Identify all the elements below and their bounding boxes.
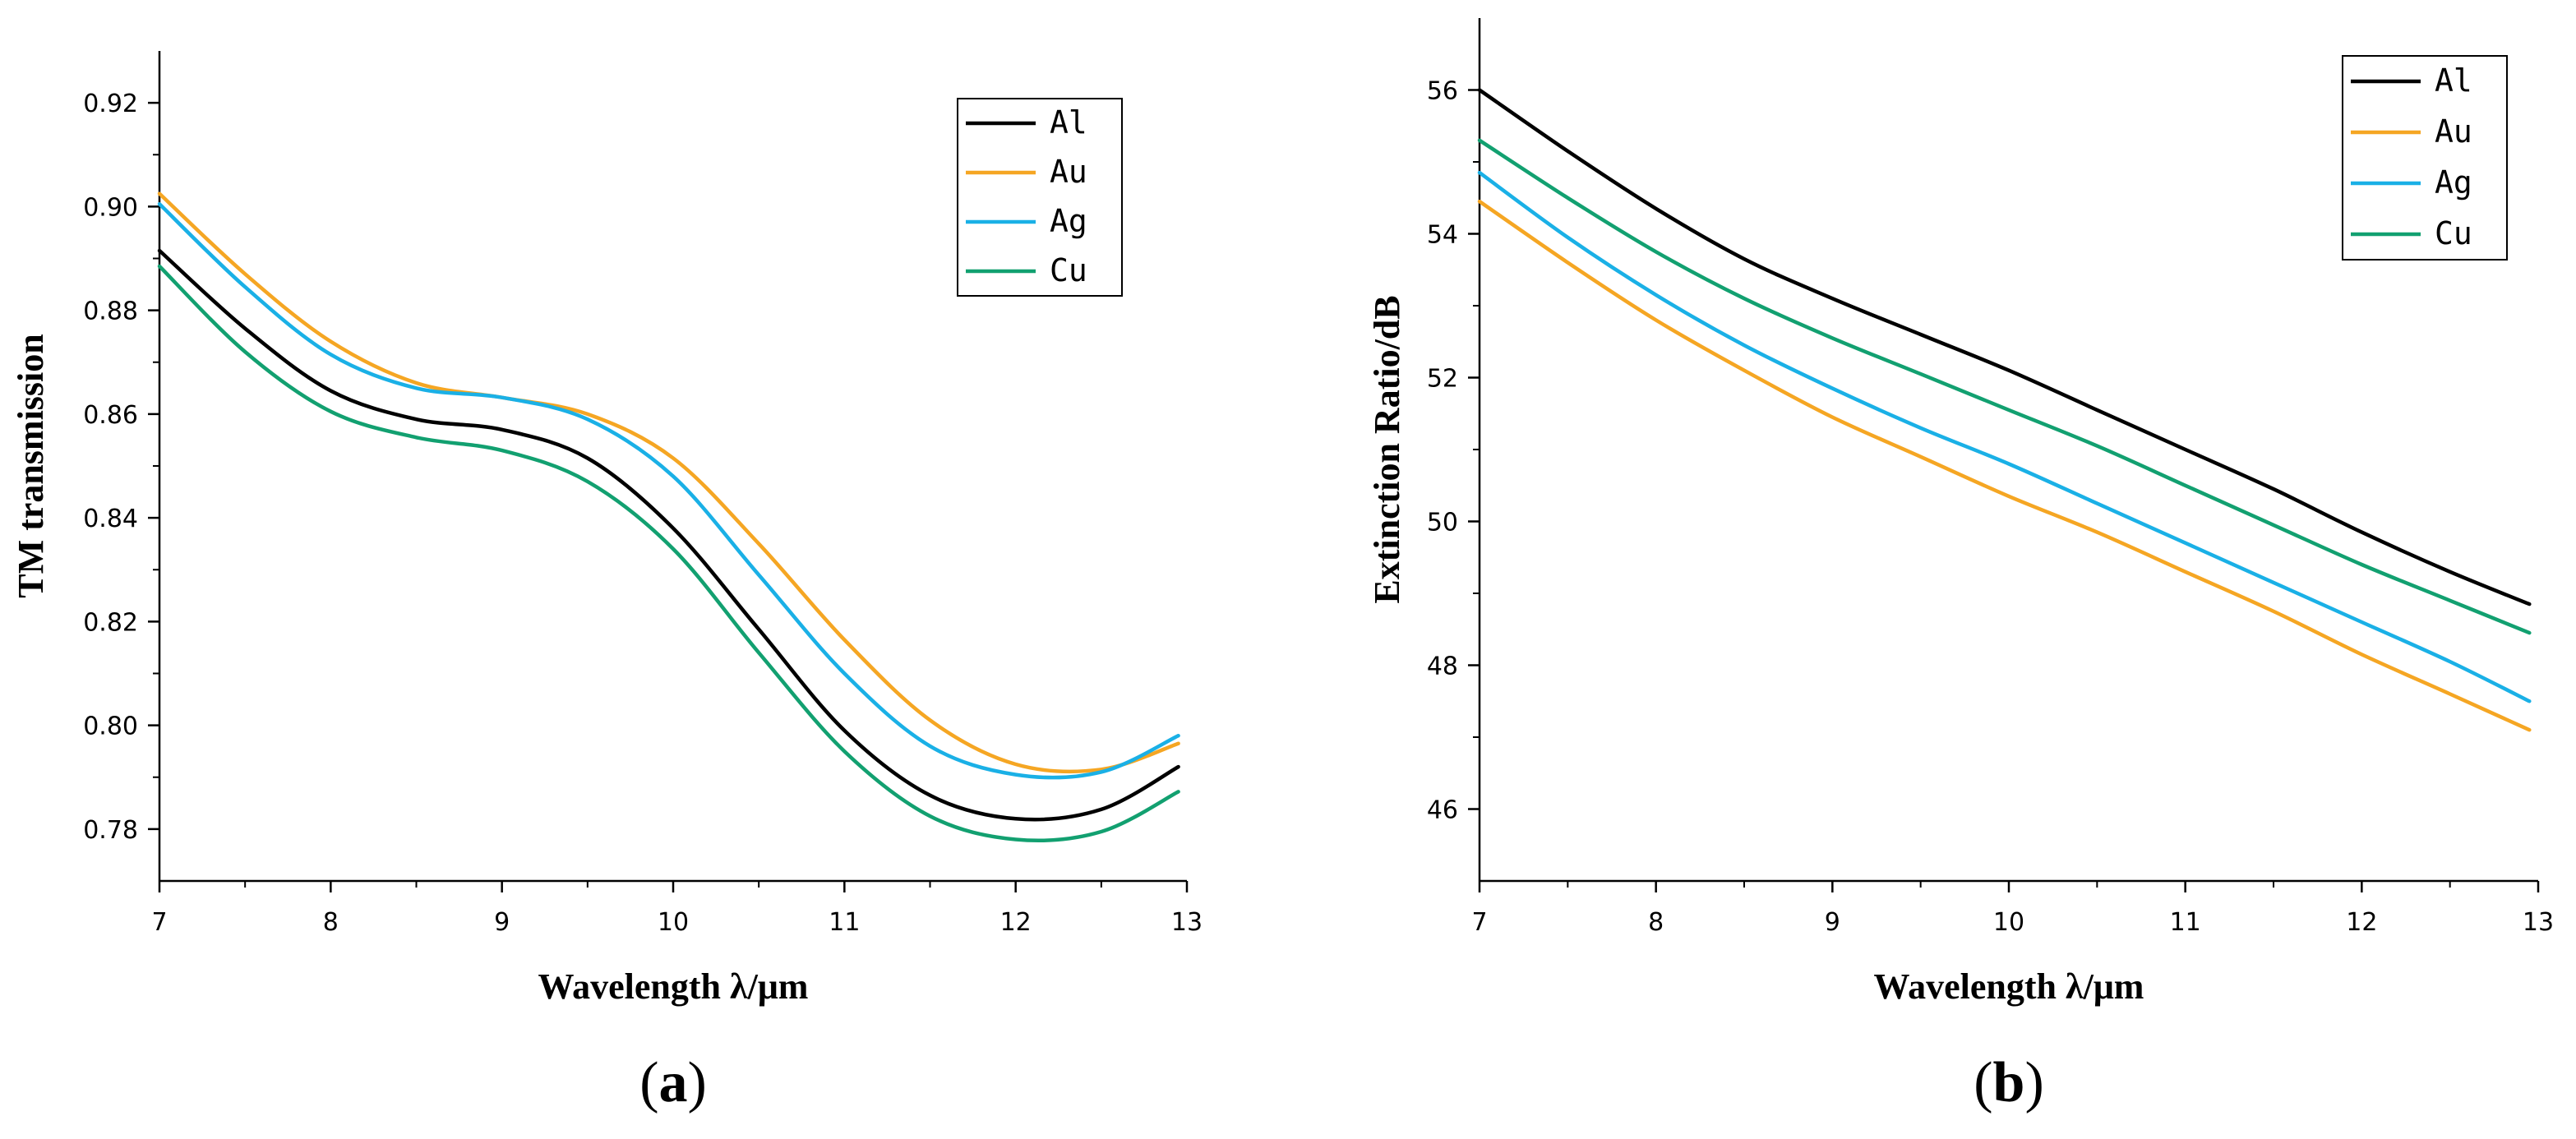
x-tick-label: 11: [2170, 908, 2201, 937]
x-tick-label: 11: [829, 908, 860, 937]
panel-label-close: ): [688, 1051, 707, 1114]
y-tick-label: 46: [1427, 796, 1458, 825]
x-tick-label: 13: [2523, 908, 2554, 937]
x-tick-label: 12: [1000, 908, 1032, 937]
panel-label-open: (: [1974, 1051, 1992, 1114]
series-line-cu: [1477, 138, 2532, 635]
y-axis-title: TM transmission: [11, 334, 51, 597]
legend-label: Ag: [1050, 203, 1087, 239]
x-tick-label: 12: [2346, 908, 2377, 937]
panel-label-letter: b: [1993, 1051, 2025, 1114]
x-tick-label: 9: [494, 908, 510, 937]
series-line-al: [1477, 88, 2532, 606]
x-axis-title: Wavelength λ/μm: [1874, 966, 2144, 1007]
y-tick-label: 48: [1427, 653, 1458, 681]
series-line-cu: [157, 264, 1180, 842]
x-tick-label: 7: [1471, 908, 1487, 937]
x-tick-label: 9: [1825, 908, 1840, 937]
panel-label-open: (: [639, 1051, 658, 1114]
y-tick-label: 0.88: [83, 297, 138, 326]
y-tick-label: 50: [1427, 509, 1458, 537]
y-tick-label: 0.78: [83, 816, 138, 845]
x-tick-label: 10: [658, 908, 689, 937]
legend-label: Ag: [2435, 164, 2472, 201]
legend-label: Al: [2435, 62, 2472, 99]
panel-label-letter: a: [659, 1051, 688, 1114]
y-tick-label: 0.84: [83, 505, 138, 533]
y-tick-label: 0.86: [83, 401, 138, 430]
x-tick-label: 10: [1993, 908, 2024, 937]
series-line-ag: [1477, 170, 2532, 703]
x-tick-label: 13: [1171, 908, 1203, 937]
legend-box: [957, 98, 1123, 297]
legend-label: Cu: [2435, 215, 2472, 251]
series-line-al: [157, 248, 1180, 822]
x-axis-title: Wavelength λ/μm: [538, 966, 809, 1007]
y-tick-label: 0.80: [83, 712, 138, 741]
panel-a: 7 8 9 10 11 12 13 0.78 0.80 0.82 0.84 0.86 0.88 0.90 0…: [11, 51, 1203, 1114]
series-line-au: [1477, 199, 2532, 732]
series-line-ag: [157, 201, 1180, 780]
y-tick-label: 52: [1427, 365, 1458, 394]
panel-label: (a): [639, 1051, 707, 1114]
legend-label: Au: [1050, 154, 1087, 190]
y-tick-label: 0.90: [83, 193, 138, 222]
y-tick-label: 0.92: [83, 90, 138, 118]
x-tick-label: 8: [323, 908, 339, 937]
y-axis-title: Extinction Ratio/dB: [1367, 295, 1407, 603]
panel-label-close: ): [2024, 1051, 2043, 1114]
legend-label: Au: [2435, 113, 2472, 150]
legend-label: Al: [1050, 104, 1087, 141]
panel-label: (b): [1974, 1051, 2044, 1114]
panel-b: 7 8 9 10 11 12 13 46 48 50 52 54 56 Wavelength λ/μm Ex…: [1367, 18, 2554, 1114]
x-tick-label: 7: [151, 908, 167, 937]
y-tick-label: 54: [1427, 221, 1458, 250]
x-tick-label: 8: [1648, 908, 1664, 937]
y-tick-label: 56: [1427, 77, 1458, 106]
series-line-au: [157, 191, 1180, 774]
y-tick-label: 0.82: [83, 608, 138, 637]
legend-box: [2342, 55, 2508, 261]
legend-label: Cu: [1050, 252, 1087, 288]
